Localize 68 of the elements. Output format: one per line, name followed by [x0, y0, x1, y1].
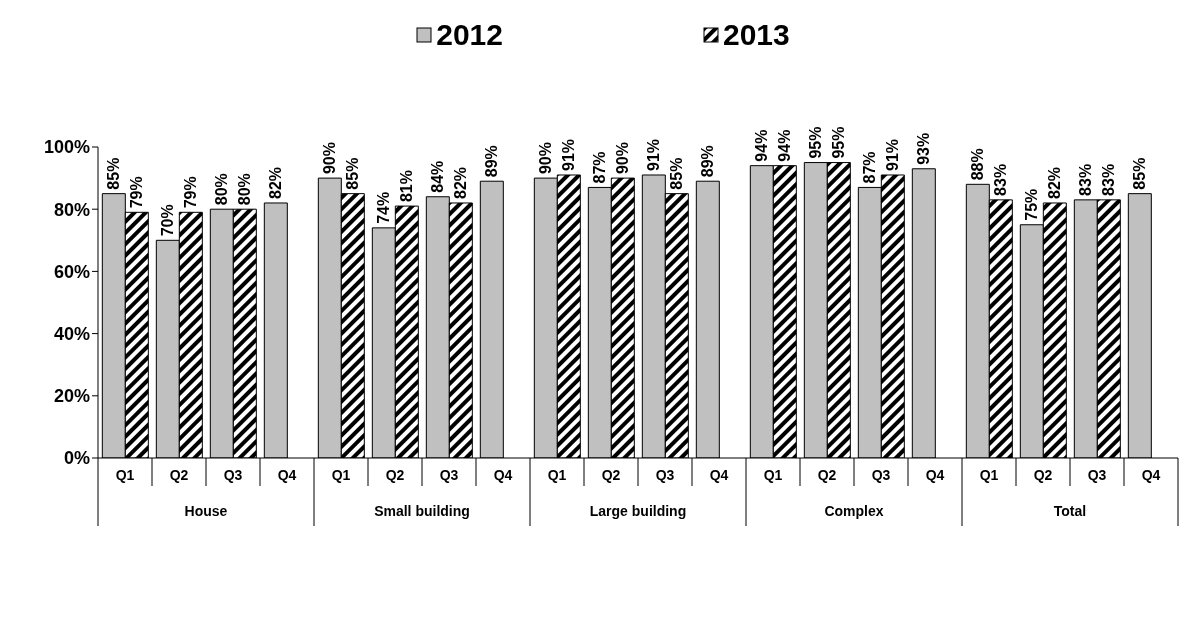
data-label: 81%: [398, 170, 416, 203]
data-label: 85%: [105, 157, 123, 190]
x-tick-label: Q4: [709, 467, 729, 483]
data-label: 82%: [267, 166, 285, 199]
x-tick-label: Q4: [277, 467, 297, 483]
text: Small building: [374, 503, 470, 519]
data-label: 74%: [375, 191, 393, 224]
data-label: 87%: [591, 151, 609, 184]
x-tick-label: Q1: [331, 467, 351, 483]
y-tick-label: 0%: [63, 448, 90, 469]
y-tick-label: 100%: [43, 137, 90, 158]
data-label: 88%: [969, 148, 987, 181]
x-tick-label: Q2: [601, 467, 621, 483]
text: Complex: [824, 503, 884, 519]
data-label: 90%: [537, 142, 555, 175]
y-tick-label: 20%: [53, 386, 90, 407]
data-label: 89%: [483, 145, 501, 178]
data-label: 95%: [807, 126, 825, 159]
data-label: 84%: [429, 160, 447, 193]
x-tick-label: Q3: [871, 467, 891, 483]
data-label: 82%: [1046, 166, 1064, 199]
x-tick-label: Q2: [385, 467, 405, 483]
x-tick-label: Q2: [1033, 467, 1053, 483]
data-label: 91%: [645, 138, 663, 171]
x-tick-label: Q3: [1087, 467, 1107, 483]
x-tick-label: Q2: [817, 467, 837, 483]
data-label: 79%: [182, 176, 200, 209]
text: Total: [1053, 503, 1087, 519]
data-label: 70%: [159, 204, 177, 237]
data-label: 89%: [699, 145, 717, 178]
data-label: 83%: [992, 163, 1010, 196]
x-tick-label: Q1: [115, 467, 135, 483]
data-label: 80%: [213, 173, 231, 206]
x-tick-label: Q3: [655, 467, 675, 483]
data-label: 94%: [753, 129, 771, 162]
data-label: 87%: [861, 151, 879, 184]
x-tick-label: Q1: [547, 467, 567, 483]
text: Large building: [589, 503, 687, 519]
x-tick-label: Q2: [169, 467, 189, 483]
x-tick-label: Q4: [493, 467, 513, 483]
data-label: 91%: [560, 138, 578, 171]
data-label: 94%: [776, 129, 794, 162]
data-label: 80%: [236, 173, 254, 206]
data-label: 85%: [344, 157, 362, 190]
data-label: 82%: [452, 166, 470, 199]
data-label: 85%: [668, 157, 686, 190]
data-label: 90%: [614, 142, 632, 175]
y-tick-label: 40%: [53, 323, 90, 344]
y-tick-label: 60%: [53, 261, 90, 282]
x-tick-label: Q3: [439, 467, 459, 483]
data-label: 90%: [321, 142, 339, 175]
x-tick-label: Q1: [763, 467, 783, 483]
legend-label: 2013: [723, 18, 790, 52]
data-label: 85%: [1131, 157, 1149, 190]
legend-label: 2012: [436, 18, 503, 52]
data-label: 75%: [1023, 188, 1041, 221]
data-label: 93%: [915, 132, 933, 165]
text: House: [184, 503, 228, 519]
x-tick-label: Q4: [925, 467, 945, 483]
data-label: 79%: [128, 176, 146, 209]
y-tick-label: 80%: [53, 199, 90, 220]
x-tick-label: Q1: [979, 467, 999, 483]
data-label: 91%: [884, 138, 902, 171]
x-tick-label: Q4: [1141, 467, 1161, 483]
data-label: 83%: [1077, 163, 1095, 196]
data-label: 83%: [1100, 163, 1118, 196]
data-label: 95%: [830, 126, 848, 159]
x-tick-label: Q3: [223, 467, 243, 483]
